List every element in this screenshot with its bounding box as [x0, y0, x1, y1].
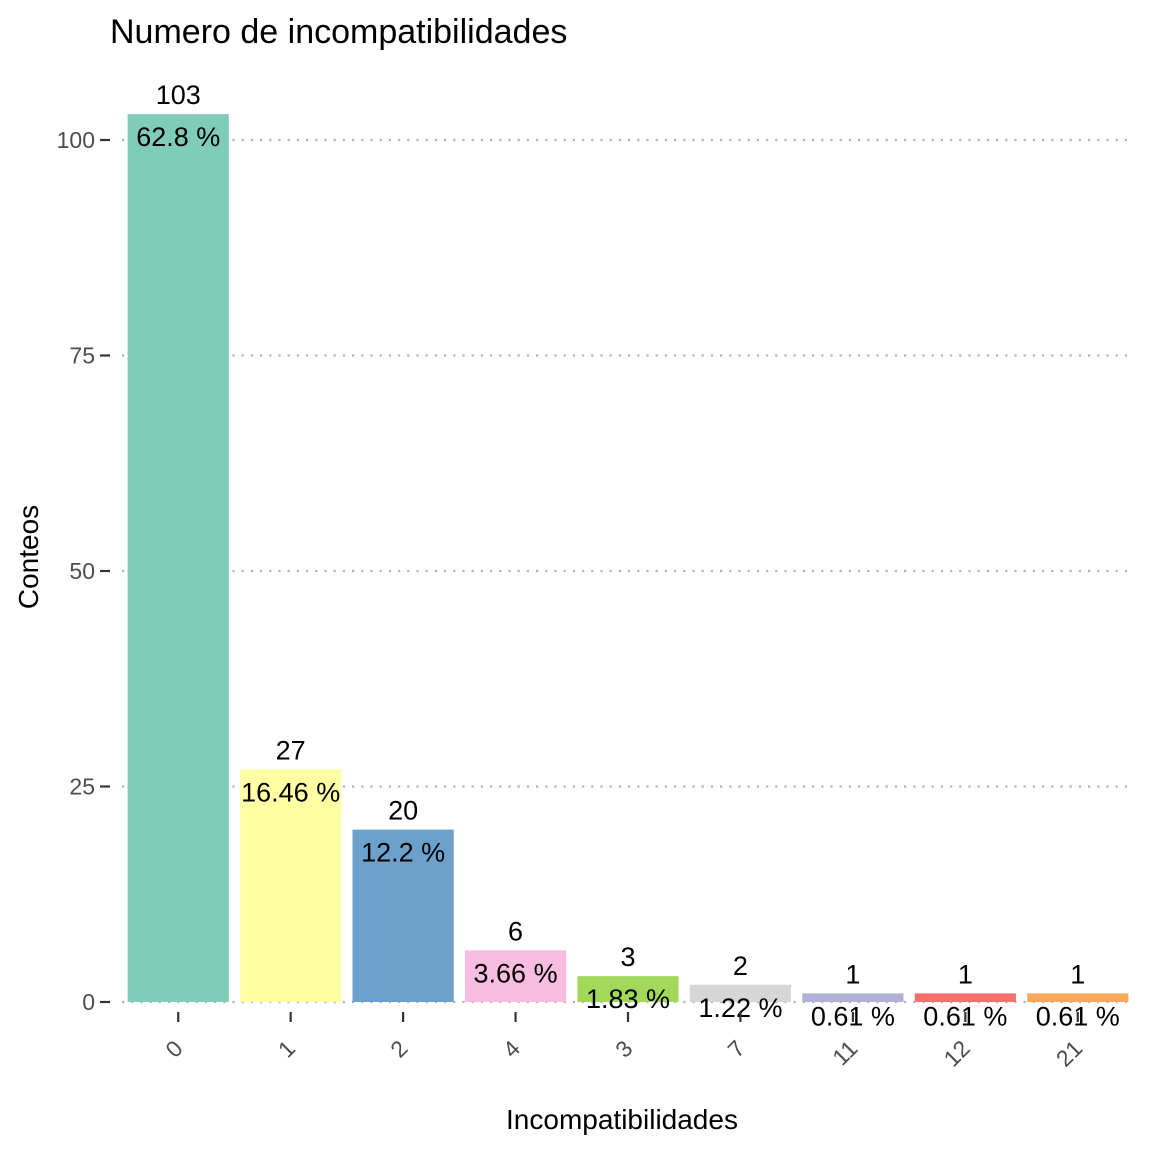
count-label: 103	[156, 80, 201, 110]
count-label: 3	[620, 942, 635, 972]
y-tick-label: 50	[69, 558, 95, 584]
y-tick-label: 75	[69, 343, 95, 369]
bars: 103 62.8 % 27 16.46 % 20 12.2 % 6 3.66 % 3 1.83 %…	[127, 80, 1129, 1031]
x-tick-label: 21	[1051, 1035, 1087, 1071]
x-tick-label: 2	[385, 1035, 412, 1062]
x-tick-label: 4	[498, 1035, 526, 1063]
percent-label: 3.66 %	[474, 958, 558, 988]
bar	[689, 984, 792, 1002]
percent-label: 62.8 %	[136, 122, 220, 152]
x-tick-label: 3	[610, 1035, 637, 1062]
bar	[914, 993, 1016, 1002]
chart-title: Numero de incompatibilidades	[110, 13, 567, 51]
percent-label: 1.83 %	[586, 984, 670, 1014]
x-tick-label: 11	[827, 1035, 862, 1070]
x-tick-label: 1	[273, 1035, 300, 1062]
bar	[352, 829, 454, 1002]
bar	[577, 976, 679, 1002]
y-axis-title: Conteos	[13, 505, 44, 609]
count-label: 2	[733, 951, 748, 981]
count-label: 6	[508, 916, 523, 946]
bar	[1027, 993, 1129, 1002]
bar	[802, 993, 904, 1002]
bar	[127, 114, 229, 1002]
y-tick-label: 100	[57, 127, 95, 153]
count-label: 1	[958, 959, 973, 989]
x-tick-label: 7	[723, 1035, 750, 1062]
percent-label: 16.46 %	[241, 777, 340, 807]
x-axis-title: Incompatibilidades	[506, 1104, 738, 1135]
bar	[464, 950, 567, 1002]
y-tick-label: 0	[82, 989, 95, 1015]
bar	[240, 769, 342, 1002]
count-label: 20	[388, 796, 418, 826]
x-tick-label: 0	[160, 1035, 187, 1062]
count-label: 1	[1070, 959, 1085, 989]
count-label: 1	[845, 959, 860, 989]
y-tick-label: 25	[69, 774, 95, 800]
x-tick-label: 12	[938, 1035, 974, 1071]
y-axis: 0 25 50 75 100	[57, 127, 110, 1015]
count-label: 27	[276, 735, 306, 765]
percent-label: 12.2 %	[361, 838, 445, 868]
